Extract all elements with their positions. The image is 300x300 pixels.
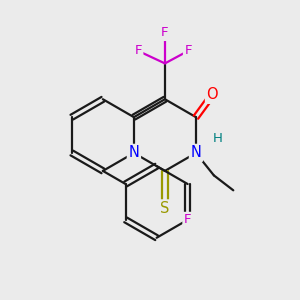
Text: F: F	[161, 26, 169, 39]
Text: O: O	[207, 87, 218, 102]
Text: N: N	[128, 146, 139, 160]
Text: S: S	[160, 201, 170, 216]
Text: F: F	[134, 44, 142, 57]
Text: N: N	[190, 146, 201, 160]
Text: F: F	[184, 44, 192, 57]
Text: H: H	[212, 132, 222, 145]
Text: F: F	[184, 213, 191, 226]
